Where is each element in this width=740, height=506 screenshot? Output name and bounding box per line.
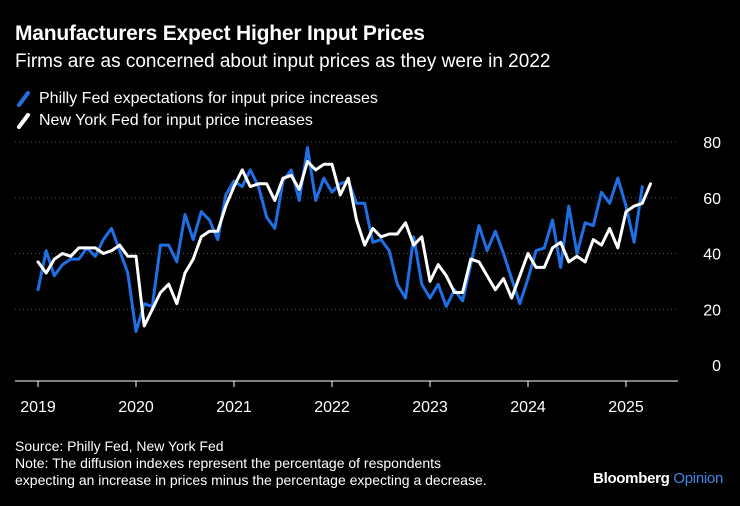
legend-swatch-ny xyxy=(17,113,30,129)
chart-title: Manufacturers Expect Higher Input Prices xyxy=(15,22,425,45)
brand-suffix: Opinion xyxy=(673,470,723,487)
legend-item-philly: Philly Fed expectations for input price … xyxy=(15,88,378,110)
legend: Philly Fed expectations for input price … xyxy=(15,88,378,132)
source-text: Source: Philly Fed, New York Fed xyxy=(15,438,224,454)
x-tick-label-2023: 2023 xyxy=(412,399,448,416)
x-tick-label-2024: 2024 xyxy=(510,399,546,416)
x-tick-label-2019: 2019 xyxy=(20,399,56,416)
y-tick-label-80: 80 xyxy=(703,135,721,152)
x-tick-label-2022: 2022 xyxy=(314,399,350,416)
series-line-new-york-fed xyxy=(36,160,652,328)
legend-item-ny: New York Fed for input price increases xyxy=(15,110,378,132)
brand-name: Bloomberg xyxy=(593,470,670,487)
legend-label-philly: Philly Fed expectations for input price … xyxy=(39,90,378,107)
footer: Source: Philly Fed, New York Fed Note: T… xyxy=(15,438,487,489)
legend-swatch-philly xyxy=(17,91,30,107)
x-tick-label-2021: 2021 xyxy=(216,399,252,416)
y-tick-label-20: 20 xyxy=(703,302,721,319)
note-line-1: Note: The diffusion indexes represent th… xyxy=(15,455,441,471)
y-tick-label-40: 40 xyxy=(703,247,721,264)
note-line-2: expecting an increase in prices minus th… xyxy=(15,472,487,488)
legend-label-ny: New York Fed for input price increases xyxy=(39,112,313,129)
x-tick-label-2025: 2025 xyxy=(608,399,644,416)
y-tick-label-60: 60 xyxy=(703,191,721,208)
bloomberg-opinion-logo: Bloomberg Opinion xyxy=(593,470,723,487)
x-tick-label-2020: 2020 xyxy=(118,399,154,416)
chart-subtitle: Firms are as concerned about input price… xyxy=(15,51,551,72)
series-line-philly-fed xyxy=(36,146,644,334)
y-tick-label-0: 0 xyxy=(712,358,721,375)
